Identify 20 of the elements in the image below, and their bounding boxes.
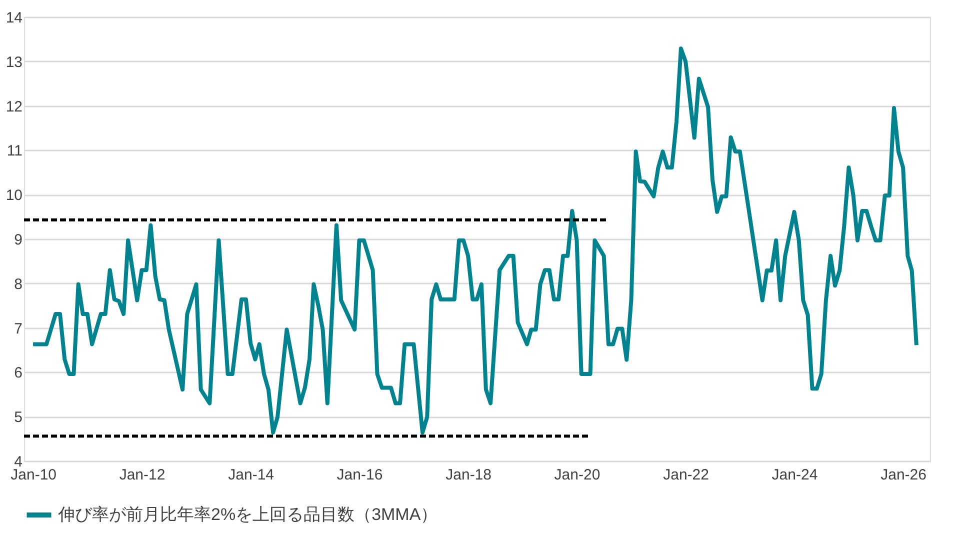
line-series: [31, 46, 918, 435]
x-tick-label: Jan-26: [880, 466, 926, 484]
y-tick-label: 13: [6, 54, 22, 71]
y-tick-label: 10: [6, 187, 22, 204]
y-tick-label: 14: [6, 10, 22, 26]
x-tick-label: Jan-20: [554, 466, 600, 484]
legend-label: 伸び率が前月比年率2%を上回る品目数（3MMA）: [57, 505, 438, 524]
y-tick-label: 9: [14, 232, 22, 248]
y-tick-label: 8: [14, 276, 22, 293]
x-tick-label: Jan-16: [336, 466, 383, 484]
x-tick-label: Jan-24: [772, 466, 818, 484]
x-tick-label: Jan-22: [663, 466, 709, 484]
y-tick-label: 11: [6, 142, 22, 160]
x-tick-label: Jan-14: [228, 466, 274, 484]
y-tick-label: 5: [14, 409, 22, 426]
y-tick-label: 12: [6, 98, 22, 116]
x-tick-label: Jan-12: [119, 466, 166, 484]
y-tick-label: 6: [14, 364, 22, 382]
y-tick-label: 7: [14, 320, 22, 338]
x-tick-label: Jan-18: [446, 466, 492, 484]
